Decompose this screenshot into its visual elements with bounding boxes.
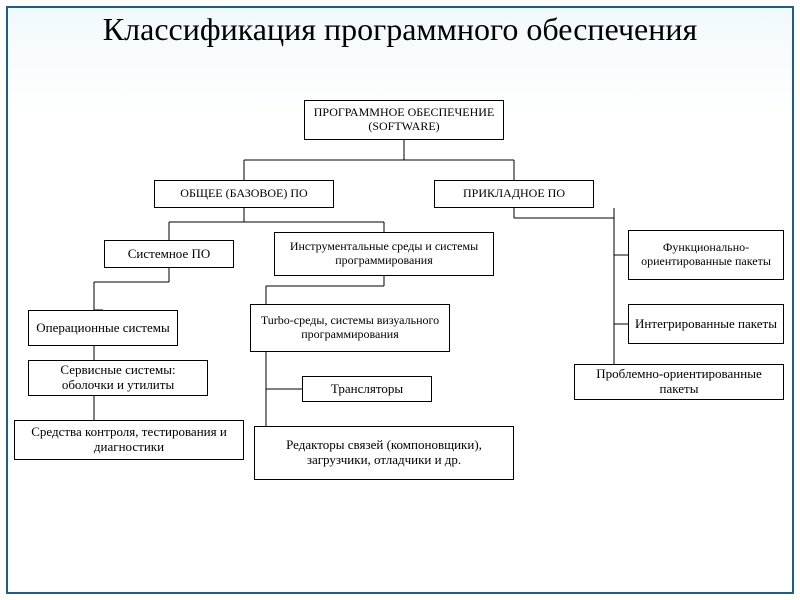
node-os: Операционные системы <box>28 310 178 346</box>
node-service: Сервисные системы: оболочки и утилиты <box>28 360 208 396</box>
node-tools: Инструментальные среды и системы програм… <box>274 232 494 276</box>
node-system: Системное ПО <box>104 240 234 268</box>
node-func: Функционально-ориентированные пакеты <box>628 230 784 280</box>
node-integ: Интегрированные пакеты <box>628 304 784 344</box>
node-root: ПРОГРАММНОЕ ОБЕСПЕЧЕНИЕ (SOFTWARE) <box>304 100 504 140</box>
node-linkers: Редакторы связей (компоновщики), загрузч… <box>254 426 514 480</box>
node-control: Средства контроля, тестирования и диагно… <box>14 420 244 460</box>
classification-diagram: ПРОГРАММНОЕ ОБЕСПЕЧЕНИЕ (SOFTWARE) ОБЩЕЕ … <box>14 100 786 586</box>
node-problem: Проблемно-ориентированные пакеты <box>574 364 784 400</box>
node-transl: Трансляторы <box>302 376 432 402</box>
slide-title: Классификация программного обеспечения <box>0 10 800 48</box>
node-base: ОБЩЕЕ (БАЗОВОЕ) ПО <box>154 180 334 208</box>
node-applied: ПРИКЛАДНОЕ ПО <box>434 180 594 208</box>
node-turbo: Turbo-среды, системы визуального програм… <box>250 304 450 352</box>
